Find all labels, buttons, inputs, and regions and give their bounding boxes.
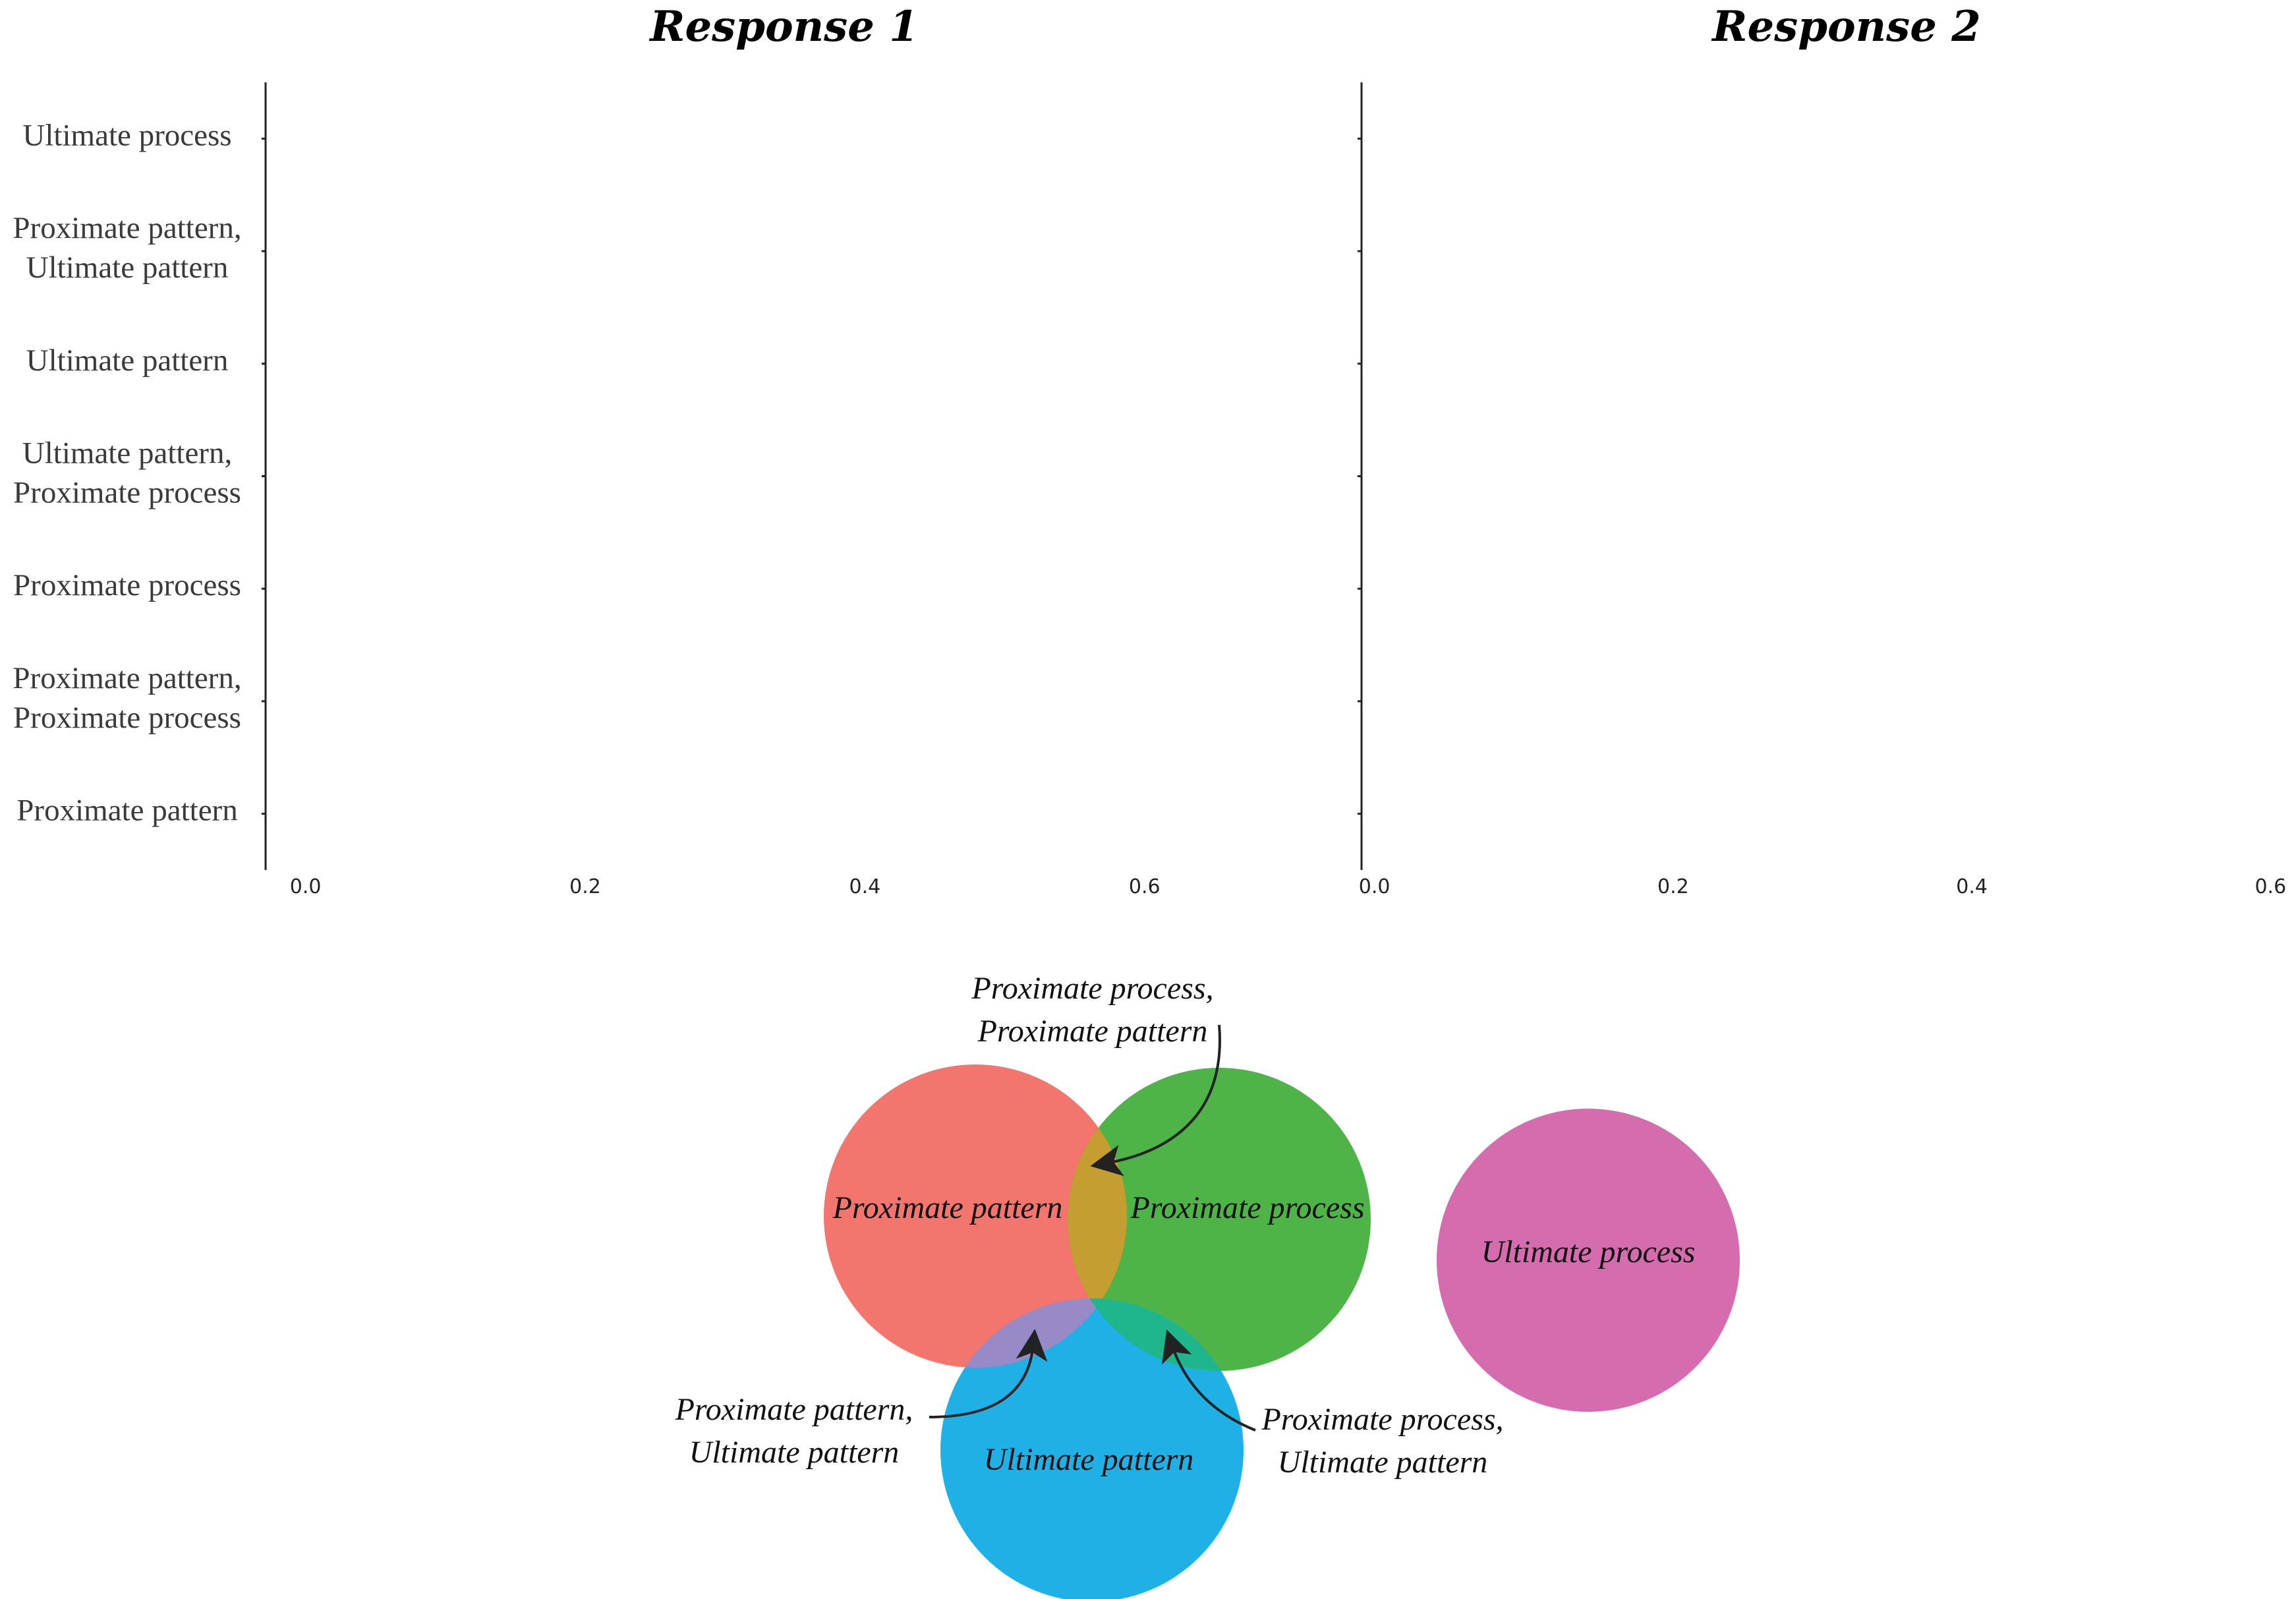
category-label: Proximate pattern, Ultimate pattern (13, 211, 241, 285)
response-2-panel: Response 2 0.0 0.2 0.4 0.6 (1358, 2, 2286, 898)
response-1-panel: Response 1 Ultimate process Proximate pat… (13, 2, 1160, 898)
response-1-x-tick-label: 0.6 (1129, 875, 1161, 898)
category-label: Ultimate pattern, Proximate process (13, 436, 241, 509)
response-1-title: Response 1 (648, 2, 918, 51)
response-2-title: Response 2 (1711, 2, 1980, 51)
arrow-proximate-process-pattern (1090, 1024, 1221, 1177)
category-label: Ultimate process (22, 118, 231, 152)
circle-proximate-pattern (824, 1064, 1127, 1368)
response-2-tick-labels: 0.0 0.2 0.4 0.6 (1359, 875, 2286, 898)
venn-label-proximate-process: Proximate process (1130, 1190, 1364, 1225)
response-2-x-tick-label: 0.2 (1657, 875, 1689, 898)
response-1-x-tick-label: 0.4 (849, 875, 881, 898)
response-1-axis (262, 82, 267, 870)
response-1-x-tick-label: 0.2 (569, 875, 601, 898)
response-1-x-tick-label: 0.0 (290, 875, 322, 898)
overlap-label: Proximate process, Ultimate pattern (1261, 1402, 1503, 1480)
arrow-proximate-process-ultimate-pattern (1162, 1329, 1256, 1432)
response-2-x-tick-label: 0.6 (2254, 875, 2286, 898)
overlap-label: Proximate pattern, Ultimate pattern (675, 1392, 913, 1470)
response-1-tick-labels: 0.0 0.2 0.4 0.6 (290, 875, 1161, 898)
response-2-axis (1358, 82, 1363, 870)
category-label: Proximate process (13, 568, 241, 602)
venn-diagram: Proximate pattern Proximate process Ulti… (675, 971, 1740, 1599)
response-2-x-tick-label: 0.0 (1359, 875, 1391, 898)
overlap-label: Proximate process, Proximate pattern (971, 971, 1213, 1049)
category-label: Proximate pattern, Proximate process (13, 661, 241, 735)
venn-label-proximate-pattern: Proximate pattern (832, 1190, 1063, 1225)
circle-ultimate-pattern (940, 1298, 1244, 1599)
response-2-x-tick-label: 0.4 (1956, 875, 1988, 898)
response-1-category-labels: Ultimate process Proximate pattern, Ultima… (13, 118, 241, 827)
circle-ultimate-process (1437, 1109, 1740, 1412)
overlap-annotations: Proximate process, Proximate pattern Proxi… (675, 971, 1504, 1480)
venn-label-ultimate-pattern: Ultimate pattern (984, 1442, 1194, 1477)
venn-label-ultimate-process: Ultimate process (1481, 1235, 1696, 1269)
arrow-proximate-pattern-ultimate-pattern (929, 1329, 1048, 1418)
circle-proximate-process (1068, 1068, 1371, 1371)
category-label: Proximate pattern (16, 794, 237, 828)
category-label: Ultimate pattern (26, 343, 229, 378)
